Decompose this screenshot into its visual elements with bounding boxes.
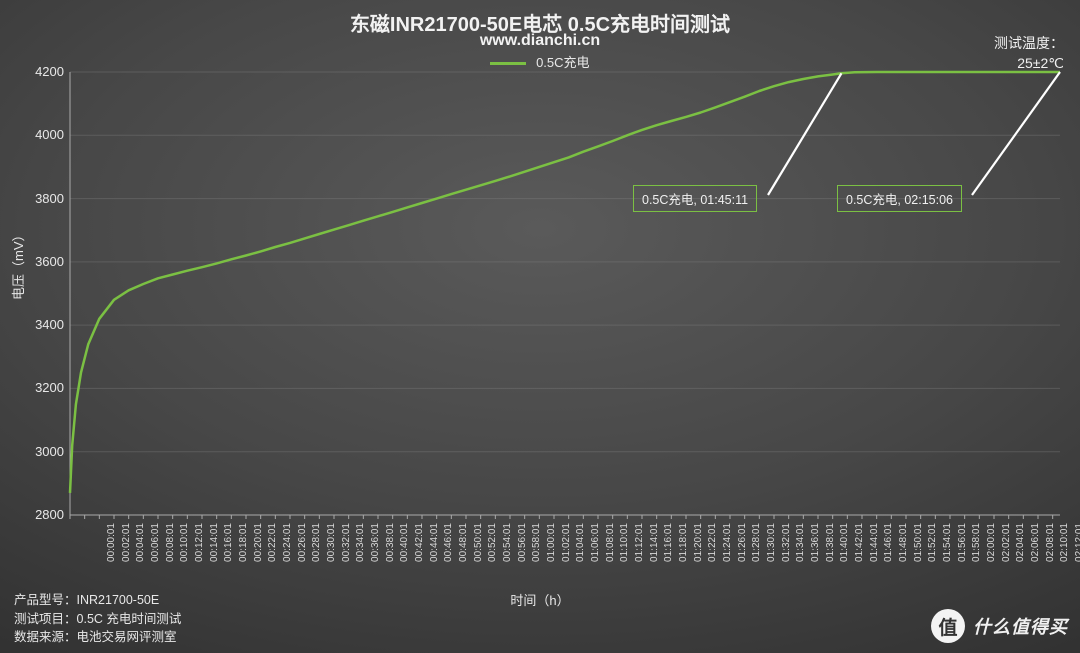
x-tick: 00:34:01	[355, 523, 366, 562]
x-tick: 02:04:01	[1015, 523, 1026, 562]
y-tick: 2800	[14, 507, 64, 522]
x-tick: 02:00:01	[986, 523, 997, 562]
y-tick: 3400	[14, 317, 64, 332]
x-tick: 00:22:01	[267, 523, 278, 562]
x-tick: 01:32:01	[781, 523, 792, 562]
x-tick: 02:08:01	[1045, 523, 1056, 562]
x-tick: 01:02:01	[561, 523, 572, 562]
x-tick: 01:22:01	[707, 523, 718, 562]
x-tick: 01:20:01	[693, 523, 704, 562]
x-tick: 01:12:01	[634, 523, 645, 562]
x-tick: 01:36:01	[810, 523, 821, 562]
x-tick: 01:58:01	[971, 523, 982, 562]
x-tick: 00:54:01	[502, 523, 513, 562]
x-tick: 01:00:01	[546, 523, 557, 562]
x-tick: 00:16:01	[223, 523, 234, 562]
x-tick: 00:08:01	[165, 523, 176, 562]
footer-product-value: INR21700-50E	[77, 593, 160, 607]
x-tick: 00:18:01	[238, 523, 249, 562]
x-tick: 00:00:01	[106, 523, 117, 562]
footer-product-label: 产品型号：	[14, 593, 77, 607]
x-tick: 01:24:01	[722, 523, 733, 562]
callout-label: 0.5C充电, 02:15:06	[837, 185, 962, 212]
x-tick: 00:38:01	[385, 523, 396, 562]
y-tick: 3600	[14, 254, 64, 269]
footer-info: 产品型号：INR21700-50E 测试项目：0.5C 充电时间测试 数据来源：…	[14, 591, 181, 647]
x-tick: 01:16:01	[663, 523, 674, 562]
x-tick: 01:26:01	[737, 523, 748, 562]
x-tick: 01:50:01	[913, 523, 924, 562]
x-tick: 01:04:01	[575, 523, 586, 562]
x-tick: 01:56:01	[957, 523, 968, 562]
x-tick: 00:30:01	[326, 523, 337, 562]
x-tick: 01:06:01	[590, 523, 601, 562]
y-tick: 4200	[14, 64, 64, 79]
x-tick: 02:06:01	[1030, 523, 1041, 562]
y-tick: 3800	[14, 191, 64, 206]
x-tick: 00:36:01	[370, 523, 381, 562]
x-tick: 01:18:01	[678, 523, 689, 562]
footer-test-value: 0.5C 充电时间测试	[77, 612, 182, 626]
x-tick: 00:46:01	[443, 523, 454, 562]
x-tick: 00:28:01	[311, 523, 322, 562]
x-tick: 00:12:01	[194, 523, 205, 562]
x-tick: 00:20:01	[253, 523, 264, 562]
watermark-icon: 值	[931, 609, 965, 643]
y-tick: 3200	[14, 380, 64, 395]
x-tick: 00:14:01	[209, 523, 220, 562]
x-tick: 01:46:01	[883, 523, 894, 562]
x-tick: 00:02:01	[121, 523, 132, 562]
x-tick: 02:10:01	[1059, 523, 1070, 562]
footer-source-value: 电池交易网评测室	[77, 630, 177, 644]
y-tick: 3000	[14, 444, 64, 459]
y-tick: 4000	[14, 127, 64, 142]
x-tick: 01:42:01	[854, 523, 865, 562]
x-tick: 01:52:01	[927, 523, 938, 562]
x-tick: 00:06:01	[150, 523, 161, 562]
x-tick: 00:52:01	[487, 523, 498, 562]
x-tick: 01:10:01	[619, 523, 630, 562]
watermark-text: 什么值得买	[973, 613, 1068, 639]
x-tick: 02:12:01	[1074, 523, 1080, 562]
x-tick: 00:56:01	[517, 523, 528, 562]
x-tick: 01:14:01	[649, 523, 660, 562]
x-tick: 00:10:01	[179, 523, 190, 562]
x-tick: 01:28:01	[751, 523, 762, 562]
x-tick: 00:04:01	[135, 523, 146, 562]
x-tick: 01:40:01	[839, 523, 850, 562]
x-tick: 01:30:01	[766, 523, 777, 562]
x-tick: 00:32:01	[341, 523, 352, 562]
x-tick: 00:44:01	[429, 523, 440, 562]
x-tick: 00:26:01	[297, 523, 308, 562]
x-tick: 00:24:01	[282, 523, 293, 562]
x-tick: 00:40:01	[399, 523, 410, 562]
x-tick: 00:42:01	[414, 523, 425, 562]
x-tick: 01:44:01	[869, 523, 880, 562]
x-tick: 00:58:01	[531, 523, 542, 562]
x-tick: 01:38:01	[825, 523, 836, 562]
x-tick: 01:54:01	[942, 523, 953, 562]
x-tick: 01:48:01	[898, 523, 909, 562]
x-tick: 00:50:01	[473, 523, 484, 562]
x-tick: 02:02:01	[1001, 523, 1012, 562]
x-tick: 01:34:01	[795, 523, 806, 562]
watermark: 值 什么值得买	[931, 609, 1068, 643]
x-tick: 01:08:01	[605, 523, 616, 562]
footer-test-label: 测试项目：	[14, 612, 77, 626]
callout-label: 0.5C充电, 01:45:11	[633, 185, 757, 212]
footer-source-label: 数据来源：	[14, 630, 77, 644]
x-tick: 00:48:01	[458, 523, 469, 562]
